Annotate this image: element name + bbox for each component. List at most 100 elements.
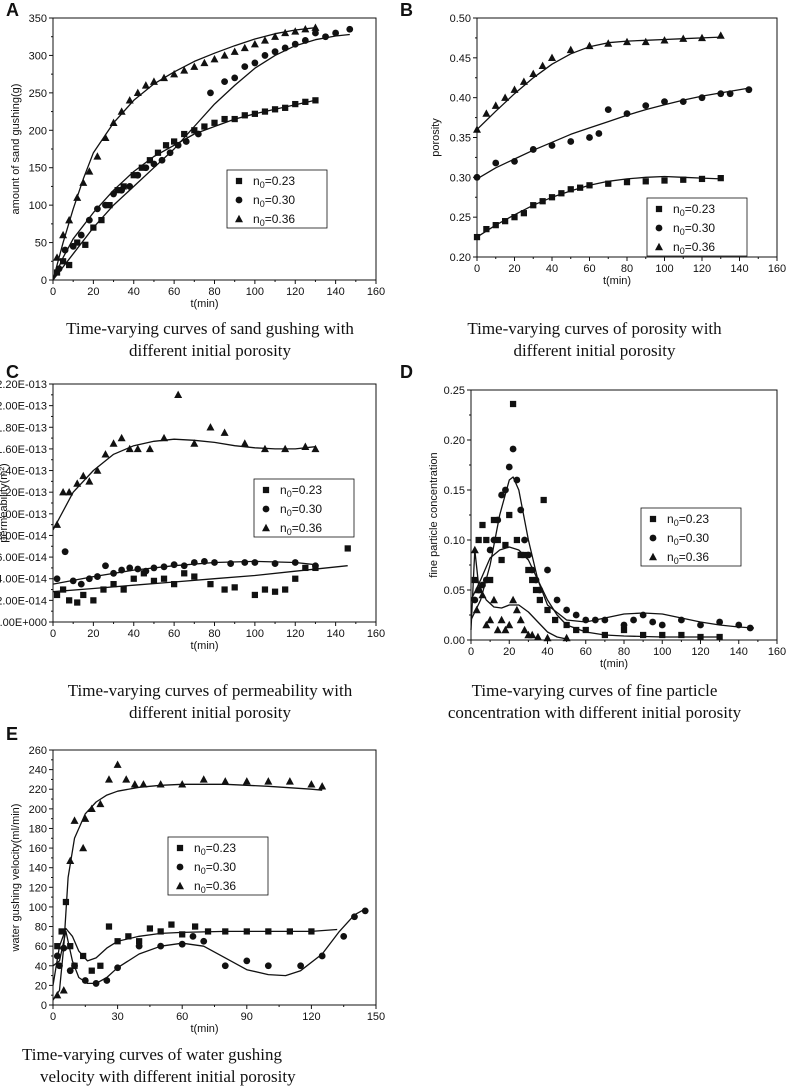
data-point-e-square: [114, 938, 121, 945]
data-point-d-circle: [494, 516, 502, 524]
data-point-c-triangle: [174, 390, 183, 399]
data-point-a-circle: [69, 242, 77, 250]
data-point-a-circle: [102, 201, 109, 209]
data-point-c-triangle: [65, 487, 74, 496]
data-point-c-square: [150, 577, 158, 585]
data-point-b-triangle: [604, 39, 613, 47]
data-point-e-circle: [340, 932, 348, 940]
data-point-b-triangle: [519, 77, 528, 85]
x-tick-label-d: 100: [653, 646, 671, 658]
data-point-c-triangle: [311, 444, 320, 453]
data-point-c-square: [66, 597, 73, 604]
data-point-a-triangle: [141, 81, 150, 89]
data-point-a-circle: [207, 89, 214, 97]
y-tick-label-b: 0.45: [450, 53, 471, 65]
data-point-a-circle: [261, 52, 269, 59]
x-tick-label-d: 120: [691, 646, 709, 658]
legend-c: n0=0.23 n0=0.30 n0=0.36: [253, 478, 355, 538]
legend-marker-c-triangle: [262, 523, 270, 532]
data-point-e-triangle: [66, 856, 75, 865]
data-point-c-circle: [53, 575, 61, 583]
y-tick-label-e: 60: [35, 941, 47, 953]
y-axis-label-d: fine particle concentration: [428, 452, 440, 577]
data-point-d-triangle: [509, 595, 518, 604]
data-point-e-triangle: [178, 780, 187, 788]
y-tick-label-c: 2.00E-013: [0, 401, 47, 413]
data-point-a-square: [191, 127, 198, 134]
data-point-d-triangle: [512, 605, 521, 614]
y-tick-label-e: 240: [29, 765, 47, 777]
data-point-a-square: [302, 98, 309, 105]
x-tick-label-b: 100: [655, 263, 673, 275]
data-point-c-square: [302, 564, 309, 572]
data-point-a-triangle: [240, 43, 249, 52]
caption-e-line1: Time-varying curves of water gushing: [22, 1045, 282, 1064]
data-point-d-square: [490, 516, 498, 524]
data-point-c-circle: [110, 569, 117, 577]
y-tick-label-c: 4.00E-014: [0, 574, 47, 586]
x-tick-label-e: 90: [241, 1011, 253, 1023]
data-point-d-triangle: [474, 585, 483, 594]
legend-label-b-triangle: n0=0.36: [673, 240, 715, 256]
data-point-a-circle: [346, 25, 354, 33]
data-point-a-triangle: [79, 178, 88, 186]
data-point-b-triangle: [473, 125, 481, 133]
data-point-c-square: [59, 586, 67, 593]
data-point-c-triangle: [160, 433, 169, 442]
data-point-c-triangle: [190, 439, 199, 447]
data-point-c-circle: [118, 566, 126, 574]
data-point-d-square: [540, 496, 547, 504]
data-point-b-square: [661, 177, 668, 184]
data-point-d-square: [502, 541, 509, 549]
data-point-e-triangle: [264, 777, 273, 785]
data-point-b-square: [623, 178, 631, 186]
data-point-d-circle: [572, 611, 580, 619]
data-point-b-square: [717, 175, 724, 182]
data-point-d-square: [494, 536, 501, 544]
legend-label-e-square: n0=0.23: [194, 841, 236, 857]
data-point-d-square: [532, 586, 540, 594]
data-point-a-triangle: [291, 27, 300, 35]
x-tick-label-e: 30: [111, 1011, 123, 1023]
x-axis-label-b: t(min): [603, 275, 631, 287]
data-point-d-circle: [498, 491, 505, 499]
data-point-c-circle: [142, 567, 150, 575]
x-tick-label-a: 0: [50, 286, 56, 298]
x-tick-label-a: 160: [367, 286, 385, 298]
y-tick-label-e: 180: [29, 823, 47, 835]
y-tick-label-e: 160: [29, 843, 47, 855]
data-point-a-square: [231, 115, 238, 123]
x-tick-label-e: 150: [367, 1011, 385, 1023]
fit-curve-c-square: [52, 565, 348, 593]
x-tick-label-a: 60: [168, 286, 180, 298]
caption-b: Time-varying curves of porosity with dif…: [400, 318, 789, 362]
data-point-d-square: [475, 536, 482, 544]
y-tick-label-b: 0.20: [450, 252, 471, 264]
data-point-e-square: [308, 928, 315, 935]
data-point-a-square: [106, 202, 113, 209]
data-point-a-circle: [332, 29, 340, 37]
data-point-a-circle: [251, 59, 259, 67]
y-axis-label-e: water gushing velocity(ml/min): [10, 804, 22, 953]
y-tick-label-a: 100: [29, 200, 47, 212]
y-axis-label-a: amount of sand gushing(g): [10, 84, 22, 215]
data-point-b-circle: [726, 90, 734, 98]
data-point-e-circle: [221, 962, 229, 970]
data-point-a-circle: [182, 138, 190, 145]
data-point-a-circle: [271, 48, 279, 56]
caption-c-line2: different initial porosity: [128, 703, 292, 722]
data-point-d-circle: [505, 463, 513, 471]
data-point-d-triangle: [497, 615, 506, 624]
data-point-d-circle: [658, 621, 666, 629]
caption-a-line2: different initial porosity: [128, 341, 292, 360]
data-point-a-triangle: [149, 77, 158, 85]
data-point-b-triangle: [501, 93, 510, 101]
data-point-a-circle: [110, 190, 117, 198]
data-point-a-circle: [231, 74, 239, 82]
panel-letter-a: A: [6, 0, 19, 20]
data-point-e-circle: [264, 962, 272, 970]
data-point-b-square: [642, 178, 649, 185]
legend-box-a: [226, 169, 328, 229]
data-point-e-triangle: [139, 780, 148, 788]
data-point-a-triangle: [109, 118, 118, 126]
